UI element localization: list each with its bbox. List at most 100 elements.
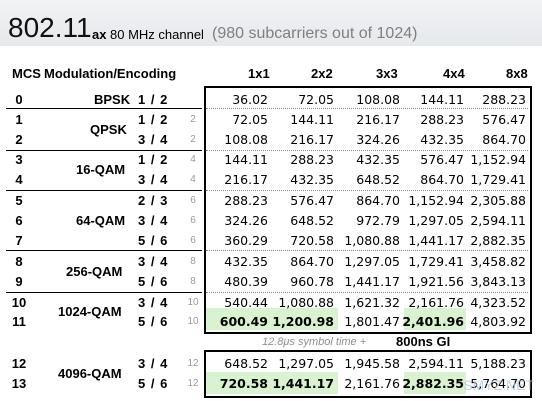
rate-cell: 324.26: [356, 132, 400, 147]
col-3x3-header: 3x3: [376, 66, 398, 81]
rate-cell: 216.17: [356, 112, 400, 127]
coding-rate: 3 / 4: [138, 295, 169, 310]
bits-per-symbol: 10: [187, 316, 199, 327]
highlight-cell: [206, 372, 272, 394]
rate-cell: 216.17: [290, 132, 334, 147]
modulation-label: 16-QAM: [76, 162, 126, 177]
rate-cell: 480.39: [224, 274, 268, 289]
mcs-index: 1: [15, 112, 23, 127]
rate-cell: 360.29: [224, 233, 268, 248]
coding-rate: 5 / 6: [138, 274, 169, 289]
mcs-index: 11: [12, 314, 26, 329]
bits-per-symbol: 6: [190, 195, 196, 206]
rate-cell: 108.08: [356, 92, 400, 107]
rate-cell: 1,297.05: [278, 356, 334, 371]
highlight-cell: [404, 372, 466, 394]
coding-rate: 3 / 4: [138, 213, 169, 228]
rate-cell: 1,801.47: [344, 314, 400, 329]
rate-cell: 864.70: [420, 172, 464, 187]
rate-cell: 2,401.96: [402, 314, 464, 329]
rate-cell: 108.08: [224, 132, 268, 147]
rate-cell: 1,200.98: [272, 314, 334, 329]
symbol-time-note: 12.8μs symbol time +: [262, 336, 367, 348]
rate-cell: 1,080.88: [278, 295, 334, 310]
rate-cell: 72.05: [232, 112, 268, 127]
mcs-index: 10: [11, 295, 27, 310]
col-8x8-header: 8x8: [506, 66, 528, 81]
rate-cell: 600.49: [219, 314, 268, 329]
mcs-index: 13: [11, 376, 27, 391]
header-bar: 802.11 ax 80 MHz channel (980 subcarrier…: [0, 0, 542, 46]
coding-rate: 1 / 2: [138, 112, 169, 127]
group-separator: [206, 108, 528, 109]
modulation-label: 1024-QAM: [58, 304, 122, 319]
rate-cell: 2,161.76: [344, 376, 400, 391]
mcs-index: 2: [15, 132, 23, 147]
data-frame: [204, 86, 532, 334]
bits-per-symbol: 10: [187, 297, 199, 308]
modulation-label: 256-QAM: [66, 264, 123, 279]
rate-cell: 972.79: [356, 213, 400, 228]
mcs-index: 7: [15, 233, 23, 248]
rate-cell: 864.70: [290, 254, 334, 269]
coding-rate: 2 / 3: [138, 193, 169, 208]
rate-cell: 144.11: [420, 92, 464, 107]
rate-cell: 1,441.17: [272, 376, 334, 391]
modulation-label: 64-QAM: [76, 213, 126, 228]
bits-per-symbol: 8: [190, 276, 196, 287]
rate-cell: 216.17: [224, 172, 268, 187]
rate-cell: 288.23: [482, 92, 526, 107]
coding-rate: 3 / 4: [138, 254, 169, 269]
rate-cell: 1,921.56: [408, 274, 464, 289]
standard-title: 802.11: [8, 12, 92, 43]
group-separator: [6, 292, 202, 293]
coding-rate: 1 / 2: [138, 152, 169, 167]
col-4x4-header: 4x4: [443, 66, 465, 81]
bits-per-symbol: 4: [190, 154, 196, 165]
rate-cell: 2,161.76: [408, 295, 464, 310]
mcs-index: 9: [15, 274, 23, 289]
rate-cell: 144.11: [224, 152, 268, 167]
rate-cell: 432.35: [420, 132, 464, 147]
group-separator: [206, 250, 528, 251]
rate-cell: 540.44: [224, 295, 268, 310]
col-2x2-header: 2x2: [311, 66, 333, 81]
data-frame-4096: [204, 350, 532, 398]
rate-cell: 576.47: [290, 193, 334, 208]
modulation-column-header: Modulation/Encoding: [44, 66, 177, 81]
bits-per-symbol: 6: [190, 235, 196, 246]
bits-per-symbol: 4: [190, 174, 196, 185]
rate-cell: 288.23: [290, 152, 334, 167]
group-separator: [6, 190, 202, 191]
rate-cell: 720.58: [290, 233, 334, 248]
rate-cell: 432.35: [290, 172, 334, 187]
highlight-cell: [404, 308, 466, 330]
modulation-label: BPSK: [94, 92, 131, 107]
rate-cell: 36.02: [232, 92, 268, 107]
coding-rate: 3 / 4: [138, 172, 169, 187]
rate-cell: 864.70: [356, 193, 400, 208]
group-separator: [6, 108, 202, 109]
rate-cell: 1,945.58: [344, 356, 400, 371]
rate-cell: 3,458.82: [470, 254, 526, 269]
rate-cell: 1,297.05: [408, 213, 464, 228]
coding-rate: 5 / 6: [138, 314, 169, 329]
rate-cell: 2,305.88: [470, 193, 526, 208]
mcs-index: 8: [15, 254, 23, 269]
group-separator: [206, 190, 528, 191]
rate-cell: 1,621.32: [344, 295, 400, 310]
rate-cell: 1,080.88: [344, 233, 400, 248]
rate-cell: 4,803.92: [470, 314, 526, 329]
group-separator: [206, 150, 528, 151]
group-separator: [206, 292, 528, 293]
rate-cell: 144.11: [290, 112, 334, 127]
rate-cell: 432.35: [356, 152, 400, 167]
rate-cell: 4,323.52: [470, 295, 526, 310]
highlight-cell: [270, 308, 338, 330]
rate-cell: 864.70: [482, 132, 526, 147]
rate-cell: 5,764.70: [470, 376, 526, 391]
watermark: SMYZ.NET: [463, 377, 534, 393]
modulation-label: QPSK: [90, 122, 127, 137]
rate-cell: 1,152.94: [470, 152, 526, 167]
rate-cell: 2,882.35: [470, 233, 526, 248]
